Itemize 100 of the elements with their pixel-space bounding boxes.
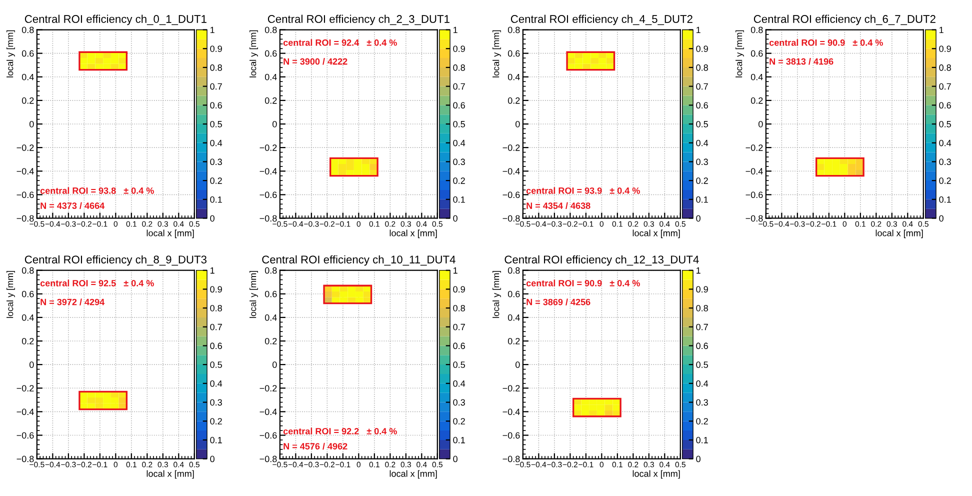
color-bar-label: 0.4 — [939, 140, 952, 146]
annotation: N = 3813 / 4196 — [770, 58, 834, 65]
color-bar-label: 0.5 — [210, 120, 222, 128]
point — [95, 398, 104, 404]
y-tick-label: −0.8 — [260, 456, 277, 462]
annotation: central ROI = 92.5 ± 0.4 % — [40, 280, 154, 286]
y-axis-title: local y [mm] — [6, 30, 15, 78]
color-bar-label: 0.2 — [939, 178, 951, 184]
y-tick-label: 0.4 — [264, 74, 277, 80]
color-bar-label: 0.6 — [453, 342, 465, 350]
y-tick-label: −0.6 — [502, 432, 520, 439]
color-bar-label: 0.9 — [210, 286, 222, 293]
y-tick-label: −0.8 — [502, 215, 520, 222]
annotation: N = 4373 / 4664 — [40, 202, 105, 210]
x-axis-title: local x [mm] — [632, 230, 680, 238]
y-tick-label: −0.8 — [16, 215, 34, 222]
color-bar-label: 0.9 — [453, 46, 465, 52]
y-tick-label: −0.2 — [502, 144, 520, 151]
y-tick-label: 0 — [29, 362, 34, 368]
color-bar-label: 0.6 — [210, 102, 222, 109]
color-bar-label: 0.6 — [696, 102, 708, 109]
y-tick-label: 0.4 — [750, 74, 763, 80]
color-bar-label: 0.8 — [453, 304, 465, 312]
x-axis-title: local x [mm] — [390, 470, 437, 479]
y-tick-label: 0.4 — [508, 74, 520, 80]
y-tick-label: 0.8 — [750, 26, 763, 34]
y-tick-label: −0.2 — [16, 144, 34, 151]
point — [848, 164, 856, 170]
y-tick-label: 0.2 — [264, 338, 277, 344]
y-tick-label: 0.8 — [264, 26, 277, 34]
point — [110, 398, 119, 404]
color-bar-label: 0.9 — [453, 286, 465, 293]
y-tick-label: 0.8 — [22, 267, 34, 274]
point — [362, 164, 370, 170]
y-tick-label: 0.6 — [750, 50, 763, 57]
chart-title: Central ROI efficiency ch_4_5_DUT2 — [510, 14, 692, 26]
color-bar-label: 1 — [696, 26, 700, 34]
color-bar-label: 0.4 — [210, 380, 222, 387]
y-tick-label: −0.4 — [502, 168, 520, 174]
y-tick-label: 0.2 — [264, 97, 277, 104]
y-tick-label: −0.6 — [746, 192, 763, 198]
color-bar-label: 0.4 — [696, 140, 708, 146]
color-bar-label: 0.8 — [210, 64, 222, 71]
color-bar-label: 0.2 — [453, 418, 465, 424]
y-tick-label: 0.8 — [264, 267, 277, 274]
chart-title: Central ROI efficiency ch_6_7_DUT2 — [754, 14, 936, 26]
annotation: N = 3900 / 4222 — [284, 58, 348, 65]
color-bar-label: 0.5 — [210, 362, 222, 368]
x-axis-title: local x [mm] — [390, 230, 437, 238]
color-bar-label: 0 — [453, 456, 458, 462]
y-axis-title: local y [mm] — [6, 270, 15, 318]
x-axis-title: local x [mm] — [146, 230, 194, 238]
color-bar-label: 0.1 — [453, 436, 465, 444]
y-tick-label: 0.6 — [22, 50, 34, 57]
y-tick-label: 0.2 — [22, 97, 34, 104]
color-bar-label: 0.8 — [696, 64, 708, 71]
point — [840, 164, 848, 170]
y-axis-title: local y [mm] — [250, 270, 258, 318]
y-tick-label: −0.8 — [16, 456, 34, 462]
y-tick-label: −0.2 — [746, 144, 763, 151]
color-bar-label: 0.1 — [210, 196, 222, 203]
color-bar-label: 0.1 — [939, 196, 951, 203]
y-tick-label: −0.4 — [746, 168, 763, 174]
y-tick-label: 0.4 — [508, 314, 520, 321]
color-bar-label: 0.3 — [939, 158, 951, 166]
color-bar-label: 0.4 — [210, 140, 222, 146]
y-tick-label: 0.8 — [22, 26, 34, 34]
x-axis-title: local x [mm] — [876, 230, 923, 238]
y-tick-label: 0.6 — [508, 50, 520, 57]
chart-title: Central ROI efficiency ch_2_3_DUT1 — [268, 14, 450, 26]
point — [581, 404, 590, 410]
color-bar-label: 0.2 — [453, 178, 465, 184]
y-tick-label: 0.8 — [508, 26, 520, 34]
color-bar-label: 0.7 — [696, 324, 708, 330]
y-tick-label: −0.4 — [16, 408, 34, 416]
point — [824, 164, 832, 170]
y-tick-label: −0.6 — [16, 192, 34, 198]
y-tick-label: −0.4 — [16, 168, 34, 174]
color-bar-label: 0.4 — [453, 380, 466, 387]
color-bar-label: 0.9 — [210, 46, 222, 52]
y-tick-label: 0.2 — [508, 97, 520, 104]
point — [832, 164, 840, 170]
color-bar-label: 0.2 — [696, 418, 708, 424]
point — [118, 398, 127, 404]
y-tick-label: 0 — [515, 120, 520, 128]
color-bar-label: 0.1 — [696, 436, 708, 444]
point — [598, 58, 606, 64]
color-bar-label: 0.3 — [696, 399, 708, 406]
point — [589, 404, 597, 410]
color-bar-label: 0.5 — [696, 362, 708, 368]
color-bar-label: 0.9 — [696, 46, 708, 52]
point — [346, 164, 354, 170]
color-bar-label: 0.1 — [453, 196, 465, 203]
y-tick-label: −0.8 — [260, 215, 277, 222]
point — [103, 58, 111, 64]
color-bar-label: 0.4 — [696, 380, 708, 387]
y-tick-label: 0.6 — [22, 290, 34, 298]
chart-title: Central ROI efficiency ch_0_1_DUT1 — [24, 14, 206, 26]
point — [87, 398, 96, 404]
color-bar-label: 0.3 — [696, 158, 708, 166]
